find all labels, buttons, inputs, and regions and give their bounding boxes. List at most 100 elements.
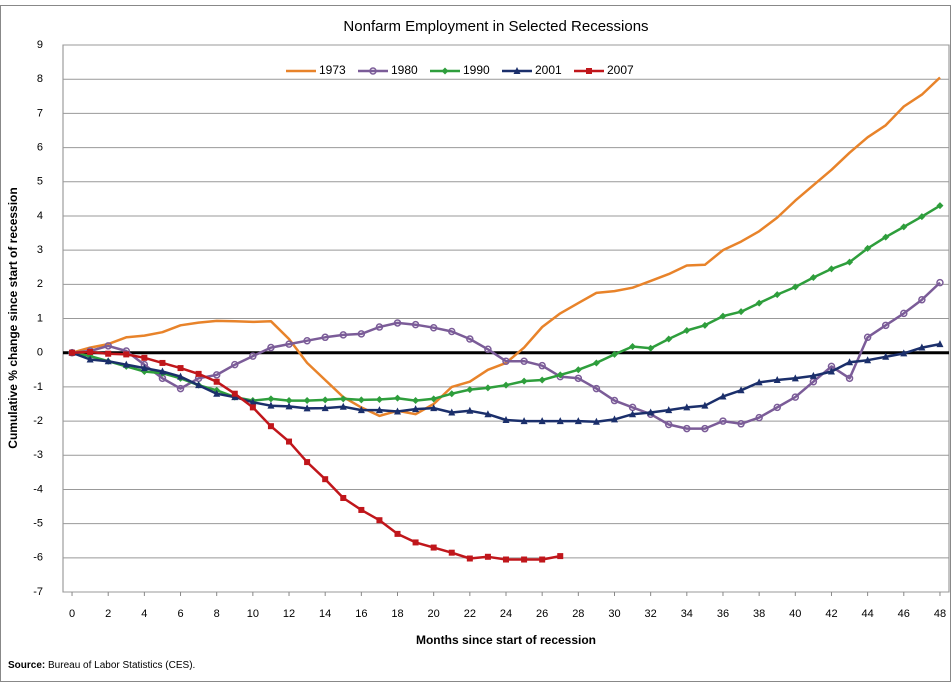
data-point <box>863 333 872 342</box>
data-point <box>267 423 274 430</box>
data-point <box>520 377 528 385</box>
data-point <box>394 530 401 537</box>
data-point <box>773 403 781 412</box>
data-point <box>864 244 872 252</box>
data-point <box>212 371 221 379</box>
data-point <box>158 367 166 375</box>
x-tick-label: 20 <box>428 608 440 620</box>
x-tick-label: 38 <box>753 608 765 620</box>
data-point <box>538 376 546 384</box>
data-point <box>520 357 528 365</box>
series-line <box>71 281 941 430</box>
x-tick-label: 28 <box>572 608 584 620</box>
data-point <box>574 417 582 425</box>
y-tick-label: 1 <box>37 312 43 324</box>
data-point <box>321 333 329 342</box>
data-point <box>592 417 600 425</box>
data-point <box>936 278 944 287</box>
data-point <box>503 556 509 563</box>
data-point <box>177 365 184 372</box>
data-point <box>484 345 492 354</box>
data-point <box>683 424 691 433</box>
y-tick-label: 4 <box>37 210 43 222</box>
y-tick-label: -7 <box>33 586 43 598</box>
data-point <box>900 223 908 231</box>
data-point <box>755 378 763 386</box>
x-tick-label: 10 <box>247 608 259 620</box>
data-point <box>574 366 582 374</box>
x-tick-label: 40 <box>789 608 801 620</box>
data-point <box>339 395 347 403</box>
data-point <box>918 343 926 351</box>
data-point <box>466 406 474 414</box>
data-point <box>412 539 419 546</box>
data-point <box>918 213 926 221</box>
data-point <box>773 291 781 299</box>
data-point <box>791 393 800 401</box>
data-point <box>900 309 908 318</box>
data-point <box>393 319 402 327</box>
data-point <box>339 402 347 410</box>
data-point <box>809 371 817 379</box>
x-tick-label: 6 <box>177 608 183 620</box>
data-point <box>231 390 238 397</box>
legend-label: 1980 <box>391 63 418 77</box>
data-point <box>665 406 673 414</box>
data-point <box>538 417 546 425</box>
data-point <box>105 350 112 357</box>
data-point <box>430 544 437 551</box>
data-point <box>304 459 311 466</box>
x-tick-label: 12 <box>283 608 295 620</box>
y-tick-label: 6 <box>37 141 43 153</box>
y-tick-label: -6 <box>33 552 43 564</box>
x-tick-label: 44 <box>862 608 874 620</box>
data-point <box>159 359 166 366</box>
data-point <box>845 374 854 383</box>
y-tick-label: 3 <box>37 244 43 256</box>
data-point <box>213 378 220 385</box>
data-point <box>647 408 655 416</box>
data-point <box>936 202 944 210</box>
data-point <box>69 349 76 356</box>
data-point <box>122 360 130 368</box>
x-tick-label: 26 <box>536 608 548 620</box>
data-point <box>592 384 601 393</box>
data-point <box>249 352 257 360</box>
series-line <box>71 350 561 561</box>
chart-title: Nonfarm Employment in Selected Recession… <box>343 18 648 35</box>
source-label: Source: <box>8 660 45 671</box>
data-point <box>737 308 745 316</box>
data-point <box>394 394 402 402</box>
y-tick-label: -2 <box>33 415 43 427</box>
data-point <box>701 424 709 433</box>
y-tick-label: 8 <box>37 73 43 85</box>
data-point <box>538 361 546 370</box>
data-point <box>429 323 438 332</box>
legend-marker <box>513 67 521 74</box>
y-tick-label: 9 <box>37 39 43 51</box>
data-point <box>249 404 256 411</box>
data-point <box>321 396 329 404</box>
data-point <box>773 376 781 384</box>
y-tick-label: -4 <box>33 483 43 495</box>
data-point <box>556 371 564 379</box>
data-point <box>249 398 257 406</box>
x-tick-label: 30 <box>608 608 620 620</box>
source-text: Bureau of Labor Statistics (CES). <box>48 660 195 671</box>
legend-label: 1973 <box>319 63 346 77</box>
data-point <box>900 349 908 357</box>
legend-marker <box>586 68 592 74</box>
data-point <box>791 283 799 291</box>
data-point <box>176 384 185 393</box>
data-point <box>466 386 474 394</box>
data-point <box>502 416 510 424</box>
data-point <box>303 404 311 412</box>
data-point <box>357 330 366 338</box>
data-point <box>321 404 329 412</box>
data-point <box>574 374 583 383</box>
data-point <box>557 553 564 560</box>
data-point <box>610 396 619 405</box>
data-point <box>195 381 203 389</box>
data-point <box>267 343 275 352</box>
data-point <box>104 357 112 365</box>
